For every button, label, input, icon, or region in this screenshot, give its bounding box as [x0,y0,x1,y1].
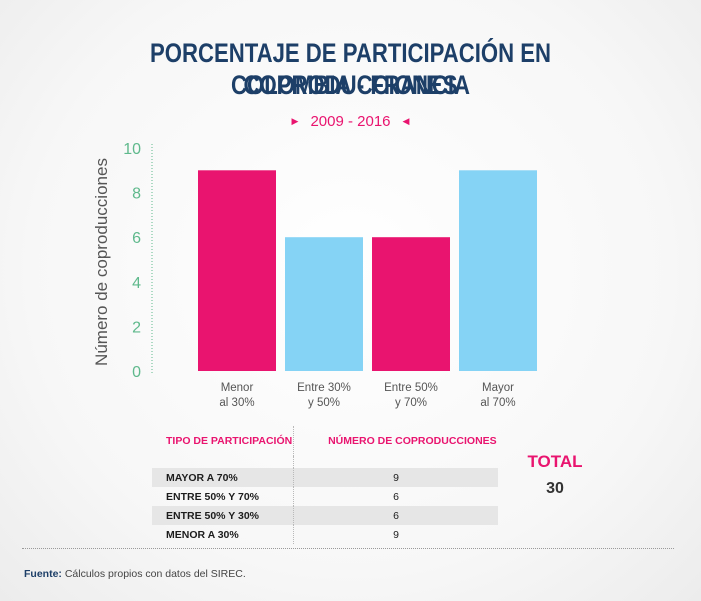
bar [372,237,450,371]
left-triangle-icon: ◀ [402,116,410,126]
total-value: 30 [546,480,564,497]
bar [198,170,276,371]
y-tick-label: 2 [132,319,141,336]
right-triangle-icon: ▶ [291,116,299,126]
bar-chart: 0 2 4 6 8 10 Número de coproducciones Menor al 3… [92,141,537,409]
footer-divider [22,548,674,549]
x-tick-label: Entre 50% [384,382,438,394]
y-tick-label: 8 [132,186,141,203]
table-header-type: TIPO DE PARTICIPACIÓN [166,435,293,447]
chart-title-line-1: PORCENTAJE DE PARTICIPACIÓN EN COPRODUCC… [149,38,552,100]
table-row: ENTRE 50% Y 30% 6 [152,506,498,525]
x-tick-label: al 70% [480,397,515,409]
row-value: 6 [293,506,498,525]
participation-table: TIPO DE PARTICIPACIÓN NÚMERO DE COPRODUC… [152,426,498,544]
row-label: ENTRE 50% Y 30% [152,506,294,525]
x-tick-label: y 50% [308,397,340,409]
row-label: MENOR A 30% [166,528,239,541]
y-tick-label: 10 [123,141,141,158]
x-tick-label: Mayor [482,382,514,394]
row-value: 9 [293,468,498,487]
row-label: MAYOR A 70% [152,468,294,487]
y-tick-label: 6 [132,230,141,247]
row-value: 9 [293,525,498,544]
table-row: ENTRE 50% Y 70% 6 [152,487,498,506]
period-text: 2009 - 2016 [310,113,391,130]
row-value: 6 [293,487,498,506]
chart-title-line-2: COLOMBIA - FRANCIA [230,70,471,100]
x-tick-label: Menor [221,382,254,394]
row-label: ENTRE 50% Y 70% [166,490,259,503]
y-axis-label: Número de coproducciones [92,158,111,366]
x-tick-label: Entre 30% [297,382,351,394]
source-prefix: Fuente: [24,568,62,580]
x-tick-label: y 70% [395,397,427,409]
bar [285,237,363,371]
period-label: ▶ 2009 - 2016 ◀ [0,113,701,130]
x-tick-label: al 30% [219,397,254,409]
table-row: MAYOR A 70% 9 [152,468,498,487]
total-label: TOTAL [527,452,583,471]
source-text: Cálculos propios con datos del SIREC. [61,568,246,580]
source-note: Fuente: Cálculos propios con datos del S… [24,568,246,580]
y-tick-label: 4 [132,275,141,292]
table-row: MENOR A 30% 9 [152,525,498,544]
bar [459,170,537,371]
y-tick-label: 0 [132,364,141,381]
table-header-count: NÚMERO DE COPRODUCCIONES [293,426,498,456]
